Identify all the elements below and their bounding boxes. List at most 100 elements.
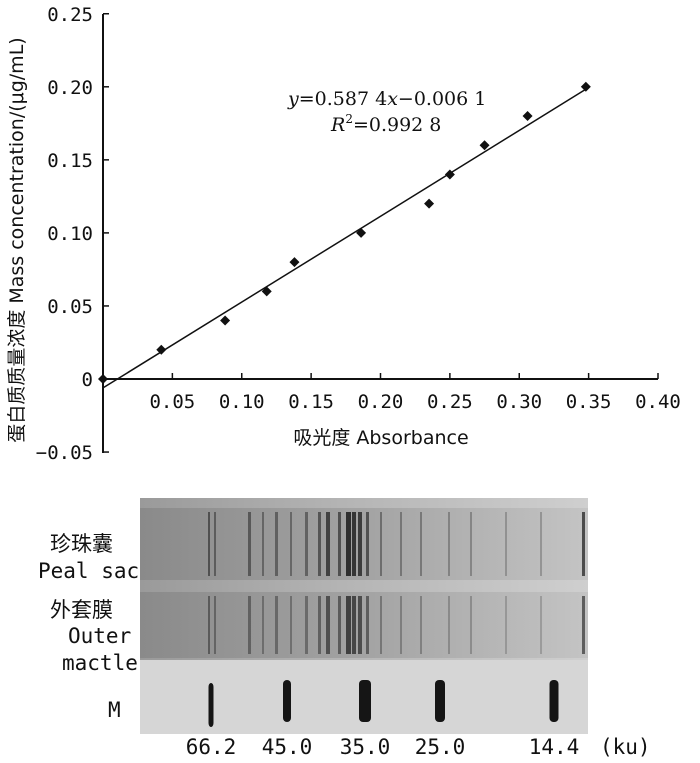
gel-band: [358, 512, 362, 576]
gel-band: [540, 596, 542, 654]
gel-band: [346, 512, 351, 576]
data-point: [220, 315, 231, 326]
gel-band: [262, 512, 264, 576]
marker-unit: (ku): [600, 735, 651, 759]
y-axis-label: 蛋白质质量浓度 Mass concentration/(μg/mL): [6, 37, 28, 442]
gel-band: [275, 512, 278, 576]
gel-band: [214, 596, 216, 654]
data-point: [424, 198, 435, 209]
x-tick-label: 0.15: [288, 391, 334, 413]
gel-band: [208, 512, 210, 576]
x-tick-label: 0.25: [427, 391, 473, 413]
data-point: [289, 257, 300, 268]
scatter-plot: 0.250.200.150.100.050−0.05 0.05 0.10 0.15 0…: [6, 4, 681, 464]
lane-label-peal-sac-zh: 珍珠囊: [50, 532, 113, 556]
data-point: [261, 286, 272, 297]
sds-page-gel: 珍珠囊 Peal sac 外套膜 Outer mactle M 66.2 45.0…: [38, 498, 651, 759]
data-point: [356, 227, 367, 238]
gel-band: [290, 512, 292, 576]
y-tick-label: −0.05: [36, 442, 93, 464]
gel-band: [338, 596, 341, 654]
gel-band: [540, 512, 542, 576]
gel-band: [262, 596, 264, 654]
gel-band: [400, 512, 402, 576]
marker-band: [283, 680, 291, 722]
gel-band: [358, 596, 362, 654]
r-squared: R2=0.992 8: [330, 112, 441, 136]
gel-band: [470, 596, 472, 654]
gel-band: [326, 596, 330, 654]
lane-label-outer-mantle-en2: mactle: [62, 651, 138, 675]
gel-band: [420, 596, 422, 654]
x-tick-label: 0.35: [566, 391, 612, 413]
y-ticks: 0.25 0.20 0.15 0.10 0.05 0 −0.05: [36, 4, 109, 464]
x-ticks: 0.05 0.10 0.15 0.20 0.25 0.30 0.35 0.40: [149, 373, 681, 413]
regression-equation: y=0.587 4x−0.006 1: [287, 88, 486, 110]
marker-kd-label: 25.0: [415, 735, 466, 759]
x-tick-label: 0.30: [496, 391, 542, 413]
lane-label-outer-mantle-zh: 外套膜: [50, 598, 113, 622]
gel-band: [420, 512, 422, 576]
data-point: [522, 111, 533, 122]
gel-band: [318, 512, 321, 576]
gel-band: [290, 596, 292, 654]
y-tick-label: 0: [82, 369, 93, 391]
gel-band: [346, 596, 351, 654]
data-point: [580, 81, 591, 92]
gel-band: [318, 596, 321, 654]
gel-band: [208, 596, 210, 654]
marker-kd-label: 66.2: [186, 735, 237, 759]
marker-kd-label: 14.4: [529, 735, 580, 759]
lane-label-marker: M: [108, 698, 121, 722]
data-point: [479, 140, 490, 151]
x-axis-label: 吸光度 Absorbance: [293, 427, 468, 449]
x-tick-label: 0.10: [219, 391, 265, 413]
y-tick-label: 0.10: [47, 223, 93, 245]
marker-kd-label: 45.0: [262, 735, 313, 759]
marker-kd-labels: 66.2 45.0 35.0 25.0 14.4: [186, 735, 580, 759]
x-tick-label: 0.40: [635, 391, 681, 413]
gel-band: [582, 596, 585, 654]
y-tick-label: 0.20: [47, 77, 93, 99]
data-point: [98, 374, 108, 384]
gel-band: [305, 512, 308, 576]
gel-band: [400, 596, 402, 654]
marker-band: [549, 680, 559, 722]
marker-band: [208, 683, 214, 727]
gel-band: [366, 512, 369, 576]
data-point: [156, 344, 167, 355]
gel-band: [275, 596, 278, 654]
gel-band: [448, 512, 450, 576]
marker-bands: [208, 680, 559, 727]
gel-band: [582, 512, 585, 576]
lane-outer-mantle: [140, 592, 588, 658]
gel-band: [352, 596, 356, 654]
fit-line: [102, 86, 590, 389]
gel-band: [305, 596, 308, 654]
gel-band: [380, 596, 382, 654]
lane-label-peal-sac-en: Peal sac: [38, 559, 139, 583]
gel-band: [338, 512, 341, 576]
gel-band: [366, 596, 369, 654]
gel-band: [248, 596, 251, 654]
marker-band: [359, 680, 371, 722]
gel-band: [505, 596, 507, 654]
gel-band: [214, 512, 216, 576]
gel-band: [505, 512, 507, 576]
gel-band: [470, 512, 472, 576]
lane-label-outer-mantle-en1: Outer: [68, 624, 131, 648]
marker-kd-label: 35.0: [340, 735, 391, 759]
gel-bands: [208, 512, 585, 654]
y-tick-label: 0.05: [47, 296, 93, 318]
gel-band: [352, 512, 356, 576]
gel-band: [380, 512, 382, 576]
x-tick-label: 0.05: [149, 391, 195, 413]
data-points: [98, 81, 591, 384]
y-tick-label: 0.15: [47, 150, 93, 172]
gel-band: [326, 512, 330, 576]
y-tick-label: 0.25: [47, 4, 93, 26]
x-tick-label: 0.20: [358, 391, 404, 413]
gel-band: [448, 596, 450, 654]
gel-band: [248, 512, 251, 576]
